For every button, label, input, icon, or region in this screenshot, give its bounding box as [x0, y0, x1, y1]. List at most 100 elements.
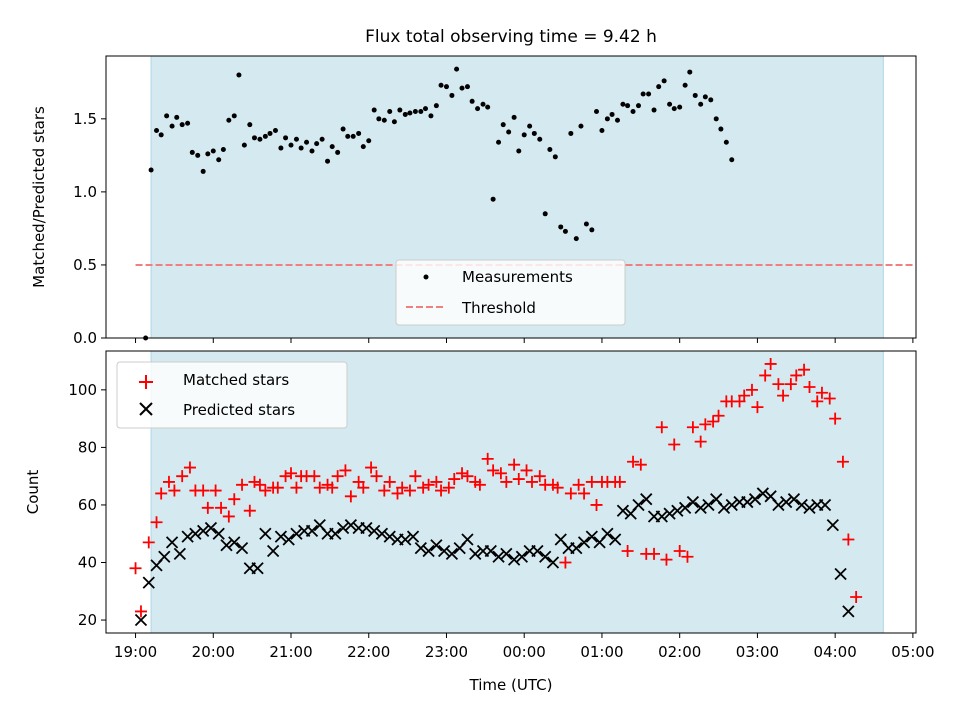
measurement-point — [469, 98, 475, 104]
matched-star-point — [456, 467, 469, 480]
measurement-point — [158, 132, 164, 138]
predicted-star-point — [220, 539, 233, 552]
measurement-point — [298, 145, 304, 151]
measurement-point — [630, 109, 636, 115]
predicted-star-point — [577, 536, 591, 549]
predicted-star-point — [422, 544, 435, 558]
matched-star-point — [564, 487, 577, 500]
measurement-point — [164, 113, 170, 119]
predicted-star-point — [725, 498, 738, 512]
matched-star-point — [508, 458, 521, 471]
measurement-point — [391, 119, 397, 125]
predicted-star-point — [601, 527, 614, 540]
predicted-star-point — [772, 498, 785, 512]
chart-title: Flux total observing time = 9.42 h — [365, 27, 657, 47]
measurement-point — [542, 211, 548, 217]
measurement-point — [527, 123, 533, 129]
predicted-star-point — [609, 533, 622, 546]
matched-star-point — [150, 516, 163, 529]
measurement-point — [422, 106, 428, 112]
measurement-point — [304, 139, 310, 145]
matched-star-point — [326, 481, 339, 494]
ratio-y-label: Matched/Predicted stars — [30, 106, 48, 288]
y-tick-label: 100 — [68, 381, 97, 399]
predicted-star-point — [336, 521, 350, 535]
predicted-star-point — [686, 495, 700, 509]
measurement-point — [698, 101, 704, 107]
matched-star-point — [473, 478, 486, 491]
measurement-point — [319, 136, 325, 142]
predicted-star-point — [344, 518, 358, 532]
predicted-star-point — [469, 547, 482, 561]
measurement-point — [620, 101, 626, 107]
measurement-point — [443, 84, 449, 90]
y-tick-label: 1.5 — [73, 110, 97, 128]
y-tick-label: 0.0 — [73, 329, 97, 347]
predicted-star-point — [492, 550, 505, 563]
predicted-star-point — [717, 501, 731, 514]
ratio-legend-box — [395, 259, 626, 326]
matched-star-point — [533, 470, 546, 483]
x-tick-label: 20:00 — [192, 643, 235, 661]
measurement-point — [412, 109, 418, 115]
measurement-point — [573, 236, 579, 242]
predicted-star-point — [368, 524, 381, 537]
matched-star-point — [699, 418, 712, 431]
measurement-point — [708, 97, 714, 103]
measurement-point — [314, 141, 320, 147]
measurement-point — [558, 224, 564, 230]
predicted-star-point — [445, 547, 459, 561]
matched-star-point — [228, 493, 241, 506]
matched-star-point — [243, 504, 256, 517]
measurements-legend-marker — [423, 274, 429, 280]
matched-star-point — [494, 467, 507, 480]
matched-star-point — [215, 501, 228, 514]
measurement-point — [609, 111, 615, 117]
matched-star-point — [634, 458, 647, 471]
matched-star-point — [357, 481, 370, 494]
matched-star-point — [525, 475, 538, 488]
predicted-star-point — [795, 498, 808, 512]
measurement-point — [485, 104, 491, 110]
measurement-point — [169, 123, 175, 129]
measurement-point — [356, 130, 362, 136]
measurement-point — [272, 128, 278, 134]
measurement-point — [350, 133, 356, 139]
measurement-point — [651, 107, 657, 113]
measurement-point — [635, 103, 641, 109]
matched-star-point — [668, 438, 681, 451]
ratio-x-ticks — [135, 338, 914, 343]
measurement-point — [154, 128, 160, 134]
measurement-point — [589, 227, 595, 233]
matched-star-point — [655, 421, 668, 434]
measurement-point — [537, 136, 543, 142]
measurement-point — [325, 158, 331, 164]
measurement-point — [475, 106, 481, 112]
matched-star-point — [155, 487, 168, 500]
predicted-star-point — [818, 498, 832, 512]
measurement-point — [500, 122, 506, 128]
matched-star-point — [378, 484, 391, 497]
measurement-point — [397, 107, 403, 113]
matched-star-point — [578, 487, 591, 500]
matched-star-point — [520, 464, 533, 477]
matched-star-point — [339, 464, 352, 477]
measurement-point — [189, 149, 195, 155]
measurement-point — [667, 101, 673, 107]
measurement-point — [562, 228, 568, 234]
measurement-point — [438, 82, 444, 88]
measurement-point — [387, 109, 393, 115]
predicted-star-point — [484, 544, 497, 558]
matched-star-point — [585, 475, 598, 488]
count-legend: Matched stars Predicted stars — [116, 361, 348, 429]
matched-star-point — [772, 378, 785, 391]
measurement-point — [625, 103, 631, 109]
matched-star-point — [285, 467, 298, 480]
matched-star-point — [559, 556, 572, 569]
measurement-point — [464, 84, 470, 90]
predicted-legend-marker — [139, 402, 153, 416]
measurement-point — [205, 151, 211, 157]
predicted-star-point — [507, 553, 521, 566]
measurement-point — [454, 66, 460, 72]
predicted-star-point — [158, 550, 171, 563]
